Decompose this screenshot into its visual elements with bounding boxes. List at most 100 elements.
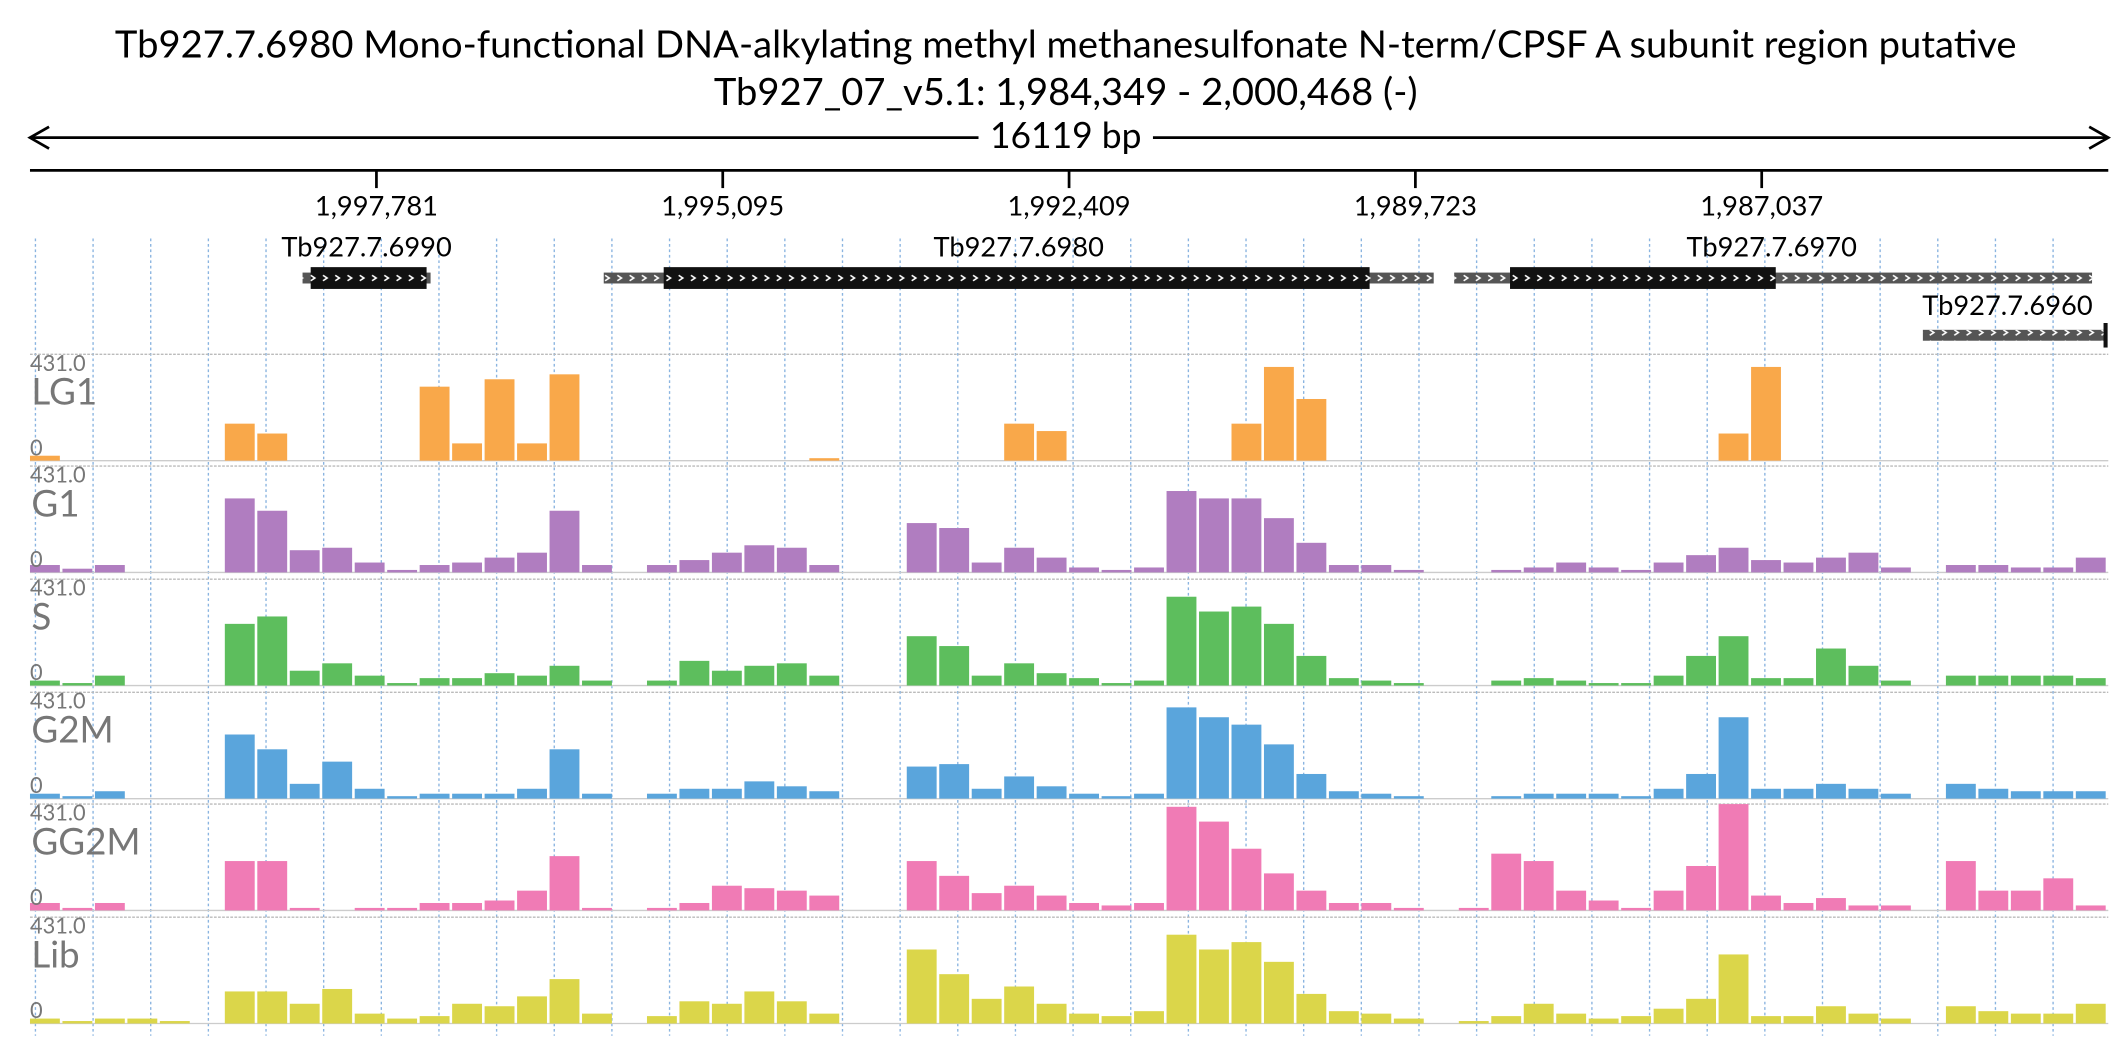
coverage-bar [1491,796,1522,799]
coverage-bar [1848,1013,1879,1024]
coverage-bar [1718,547,1749,573]
coverage-bar [1231,606,1262,686]
coverage-bar [1134,1011,1164,1024]
coverage-bar [1199,498,1229,573]
coverage-bar [484,379,515,461]
coverage-bar [1491,1016,1522,1024]
coverage-bar [257,510,288,573]
coverage-bar [1945,565,1976,573]
coverage-bar [646,907,677,911]
coverage-bar [1134,793,1164,799]
coverage-bar [29,680,60,686]
coverage-bar [939,528,970,573]
coverage-bar [1848,905,1879,911]
coverage-bar [1783,1016,1814,1024]
coverage-bar [224,734,255,799]
coverage-bar [939,974,970,1024]
coverage-bar [419,902,450,911]
coverage-bar [1686,865,1717,911]
span-label-bg [978,119,1153,156]
coverage-bar [322,663,353,686]
coverage-bar [257,861,288,911]
coverage-bar [517,890,547,911]
coverage-bar [224,423,255,461]
coverage-bar [646,565,677,573]
coverage-bar [387,683,418,686]
coverage-bar [1296,890,1327,911]
coverage-bar [679,902,710,911]
coverage-bar [1166,806,1197,911]
coverage-bar [1880,1018,1911,1024]
coverage-bar [1945,675,1976,686]
coverage-bar [971,788,1002,799]
coverage-bar [1588,567,1619,573]
coverage-bar [711,885,742,911]
coverage-bar [2010,890,2041,911]
coverage-bar [1231,423,1262,461]
coverage-bar [2010,675,2041,686]
coverage-bar [582,907,612,911]
coverage-bar [582,565,612,573]
coverage-bar [29,1018,60,1024]
coverage-bar [1848,788,1879,799]
ruler-label: 1,995,095 [661,188,784,221]
coverage-bar [582,680,612,686]
coverage-bar [2075,1003,2106,1024]
coverage-bar [549,856,580,911]
coverage-bar [809,791,840,799]
track-name: G2M [31,707,113,751]
coverage-bar [1361,565,1392,573]
coverage-bar [257,433,288,461]
coverage-bar [971,893,1002,911]
coverage-bar [1523,793,1554,799]
coverage-bar [1036,786,1067,799]
coverage-bar [1556,793,1587,799]
coverage-bar [1686,998,1717,1024]
coverage-bar [1361,680,1392,686]
coverage-bar [1621,1016,1652,1024]
coverage-bar [1393,796,1424,799]
coverage-bar [322,547,353,573]
coverage-bar [1751,1016,1781,1024]
coverage-bar [1036,431,1067,461]
coverage-bar [1004,776,1035,799]
coverage-bar [2010,1013,2041,1024]
coverage-bar [549,749,580,799]
coverage-bar [1848,665,1879,686]
coverage-bar [484,900,515,911]
coverage-bar [1816,783,1846,799]
gene-label: Tb927.7.6990 [281,229,451,262]
ruler-label: 1,987,037 [1700,188,1823,221]
track-name: LG1 [31,369,97,413]
coverage-bar [257,991,288,1024]
coverage-bar [1296,542,1327,573]
coverage-bar [1491,680,1522,686]
coverage-bar [224,861,255,911]
coverage-bar [452,793,483,799]
coverage-bar [29,565,60,573]
coverage-bar [1621,569,1652,573]
coverage-bar [809,565,840,573]
coverage-bar [1199,611,1229,686]
coverage-bar [809,895,840,911]
coverage-bar [1848,552,1879,573]
coverage-bar [1718,636,1749,686]
track-name: G1 [31,480,79,524]
coverage-bar [939,646,970,686]
coverage-bar [1880,793,1911,799]
coverage-bar [484,673,515,686]
range-min: 0 [30,658,43,685]
range-max: 431.0 [30,574,86,601]
coverage-bar [744,888,775,911]
coverage-bar [289,550,320,573]
coverage-bar [971,675,1002,686]
coverage-bar [517,996,547,1024]
coverage-bar [257,616,288,686]
coverage-bar [1783,902,1814,911]
coverage-bar [1328,565,1359,573]
coverage-bar [452,443,483,461]
coverage-bar [2043,567,2074,573]
coverage-bar [517,788,547,799]
range-max: 431.0 [30,349,86,376]
coverage-bar [1751,560,1781,573]
